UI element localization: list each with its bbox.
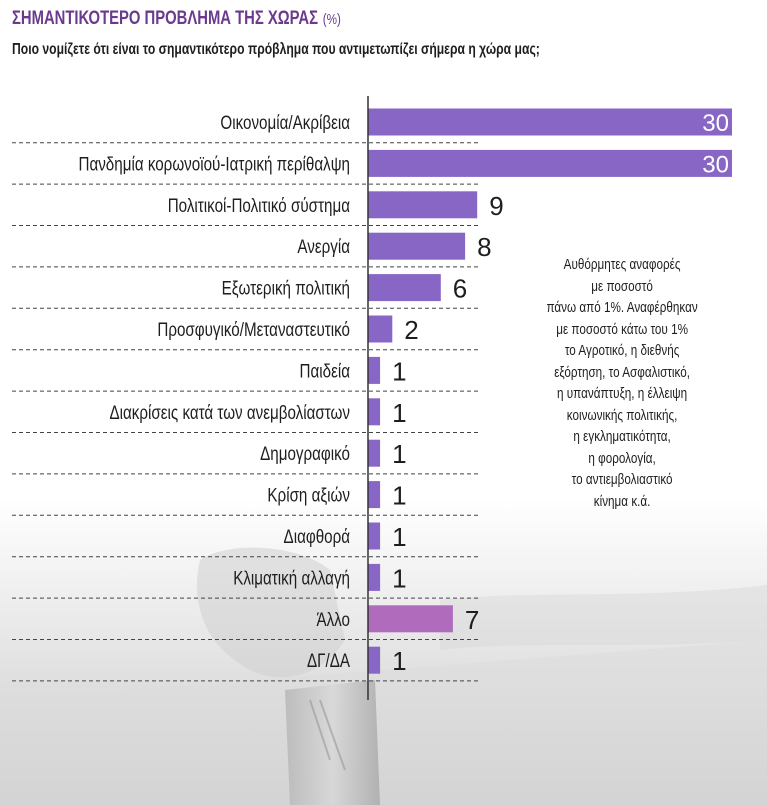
bar xyxy=(368,522,381,550)
category-label: Κρίση αξιών xyxy=(267,484,350,506)
category-label: Οικονομία/Ακρίβεια xyxy=(220,111,350,133)
value-labels: 30 30 9 86 2 1 1 1 1 1 1 7 1 xyxy=(392,110,729,676)
value-label: 6 xyxy=(453,274,467,304)
bar xyxy=(368,315,393,343)
bar xyxy=(368,605,453,633)
bar xyxy=(368,356,381,384)
title-text: ΣΗΜΑΝΤΙΚΟΤΕΡΟ ΠΡΟΒΛΗΜΑ ΤΗΣ ΧΩΡΑΣ xyxy=(12,8,319,29)
note-line: η υπανάπτυξη, η έλλειψη xyxy=(557,385,688,402)
chart-title: ΣΗΜΑΝΤΙΚΟΤΕΡΟ ΠΡΟΒΛΗΜΑ ΤΗΣ ΧΩΡΑΣ (%) xyxy=(12,8,341,30)
category-label: Διακρίσεις κατά των ανεμβολίαστων xyxy=(110,401,350,423)
value-label: 1 xyxy=(392,646,406,676)
category-label: Παιδεία xyxy=(300,360,351,382)
title-unit: (%) xyxy=(322,11,341,28)
category-label: ΔΓ/ΔΑ xyxy=(307,650,350,672)
bar xyxy=(368,232,466,260)
value-label: 8 xyxy=(477,232,491,262)
bar xyxy=(368,481,381,509)
note-line: με ποσοστό κάτω του 1% xyxy=(556,320,688,338)
value-label: 1 xyxy=(392,356,406,386)
category-label: Πολιτικοί-Πολιτικό σύστημα xyxy=(168,194,350,216)
value-label: 2 xyxy=(404,315,418,345)
bars xyxy=(368,108,732,674)
value-label: 1 xyxy=(392,481,406,511)
bar xyxy=(368,274,441,302)
bar xyxy=(368,439,381,467)
chart-subtitle: Ποιο νομίζετε ότι είναι το σημαντικότερο… xyxy=(12,41,540,58)
category-label: Εξωτερική πολιτική xyxy=(222,277,350,299)
value-label: 9 xyxy=(489,191,503,221)
value-label: 1 xyxy=(392,563,406,593)
note-text: Αυθόρμητες αναφορές με ποσοστό πάνω από … xyxy=(509,254,735,512)
note-line: το αντιεμβολιαστικό xyxy=(571,471,673,488)
bar xyxy=(368,108,732,136)
value-label: 1 xyxy=(392,439,406,469)
note-line: η φορολογία, xyxy=(588,449,656,467)
category-label: Ανεργία xyxy=(297,236,350,258)
note-line: εξόρτηση, το Ασφαλιστικό, xyxy=(554,363,690,381)
note-line: η εγκληματικότητα, xyxy=(573,428,671,445)
note-line: κοινωνικής πολιτικής, xyxy=(566,406,678,424)
note-line: με ποσοστό xyxy=(591,277,653,295)
value-label: 1 xyxy=(392,398,406,428)
bar xyxy=(368,191,478,219)
note-line: πάνω από 1%. Αναφέρθηκαν xyxy=(546,299,698,316)
category-label: Διαφθορά xyxy=(284,525,351,547)
bar xyxy=(368,563,381,591)
category-labels: Οικονομία/Ακρίβεια Πανδημία κορωνοϊού-Ιατ… xyxy=(78,111,350,671)
bar xyxy=(368,646,381,674)
bar xyxy=(368,149,732,177)
note-line: το Αγροτικό, η διεθνής xyxy=(564,342,680,359)
category-label: Άλλο xyxy=(316,608,350,630)
value-label: 30 xyxy=(702,110,729,137)
value-label: 30 xyxy=(702,151,729,178)
value-label: 1 xyxy=(392,522,406,552)
bar xyxy=(368,398,381,426)
value-label: 7 xyxy=(465,605,479,635)
row-separators xyxy=(12,142,480,682)
category-label: Δημογραφικό xyxy=(260,443,350,465)
note-line: Αυθόρμητες αναφορές xyxy=(563,256,681,273)
category-label: Προσφυγικό/Μεταναστευτικό xyxy=(157,318,350,340)
category-label: Πανδημία κορωνοϊού-Ιατρική περίθαλψη xyxy=(78,153,350,175)
category-label: Κλιματική αλλαγή xyxy=(233,567,350,589)
note-line: κίνημα κ.ά. xyxy=(593,492,651,510)
